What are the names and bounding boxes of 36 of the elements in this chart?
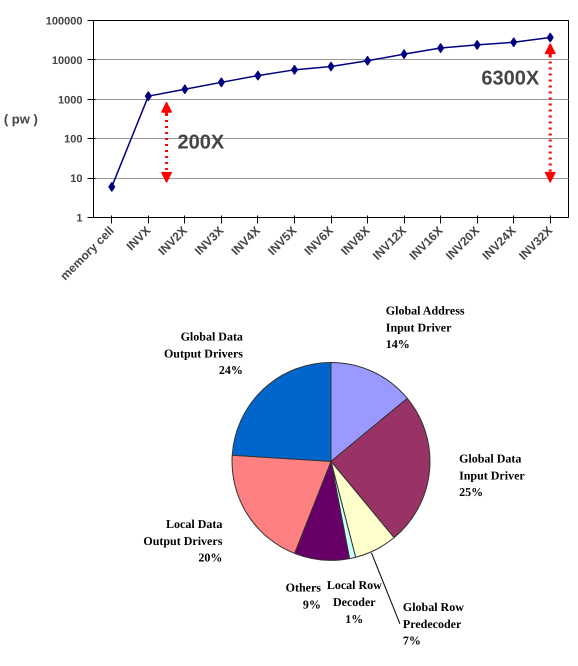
slice-label: Global Data Input Driver: [459, 452, 526, 482]
slice-label: Local Data Output Drivers: [143, 516, 223, 548]
point: [400, 49, 408, 60]
point: [108, 182, 116, 192]
slice-label: Local Row Decoder: [326, 578, 382, 609]
slice-label: Global Row Predecoder: [402, 600, 464, 631]
y-tick-label: 1: [76, 212, 83, 224]
point: [290, 64, 298, 75]
data-label: 7%: [402, 634, 421, 648]
annotation: 200X: [178, 131, 225, 154]
y-tick-label: 10: [70, 173, 83, 186]
data-label: 24%: [218, 363, 243, 378]
point: [474, 40, 481, 50]
point: [328, 62, 334, 72]
point: [510, 37, 518, 48]
point: [254, 70, 262, 81]
annotation: 6300X: [481, 67, 540, 90]
slice-label: Global Data Output Drivers: [164, 330, 244, 360]
point: [364, 56, 372, 66]
point: [181, 84, 188, 94]
y-tick-label: 100000: [46, 16, 83, 28]
data-label: 14%: [386, 337, 410, 352]
point: [437, 43, 444, 54]
y-tick-label: 10000: [52, 54, 83, 67]
data-label: 25%: [459, 485, 484, 500]
data-label: 20%: [198, 550, 222, 565]
y-tick-label: 100: [64, 134, 83, 146]
point: [144, 91, 152, 102]
slice-label: Global Address Input Driver: [386, 304, 465, 334]
y-tick-label: 1000: [58, 94, 83, 106]
slice-label: Others: [286, 580, 322, 595]
data-label: 9%: [302, 597, 321, 612]
y-axis-title: ( pw ): [4, 112, 38, 126]
data-label: 1%: [345, 612, 364, 626]
point: [546, 32, 554, 43]
point: [218, 77, 225, 88]
